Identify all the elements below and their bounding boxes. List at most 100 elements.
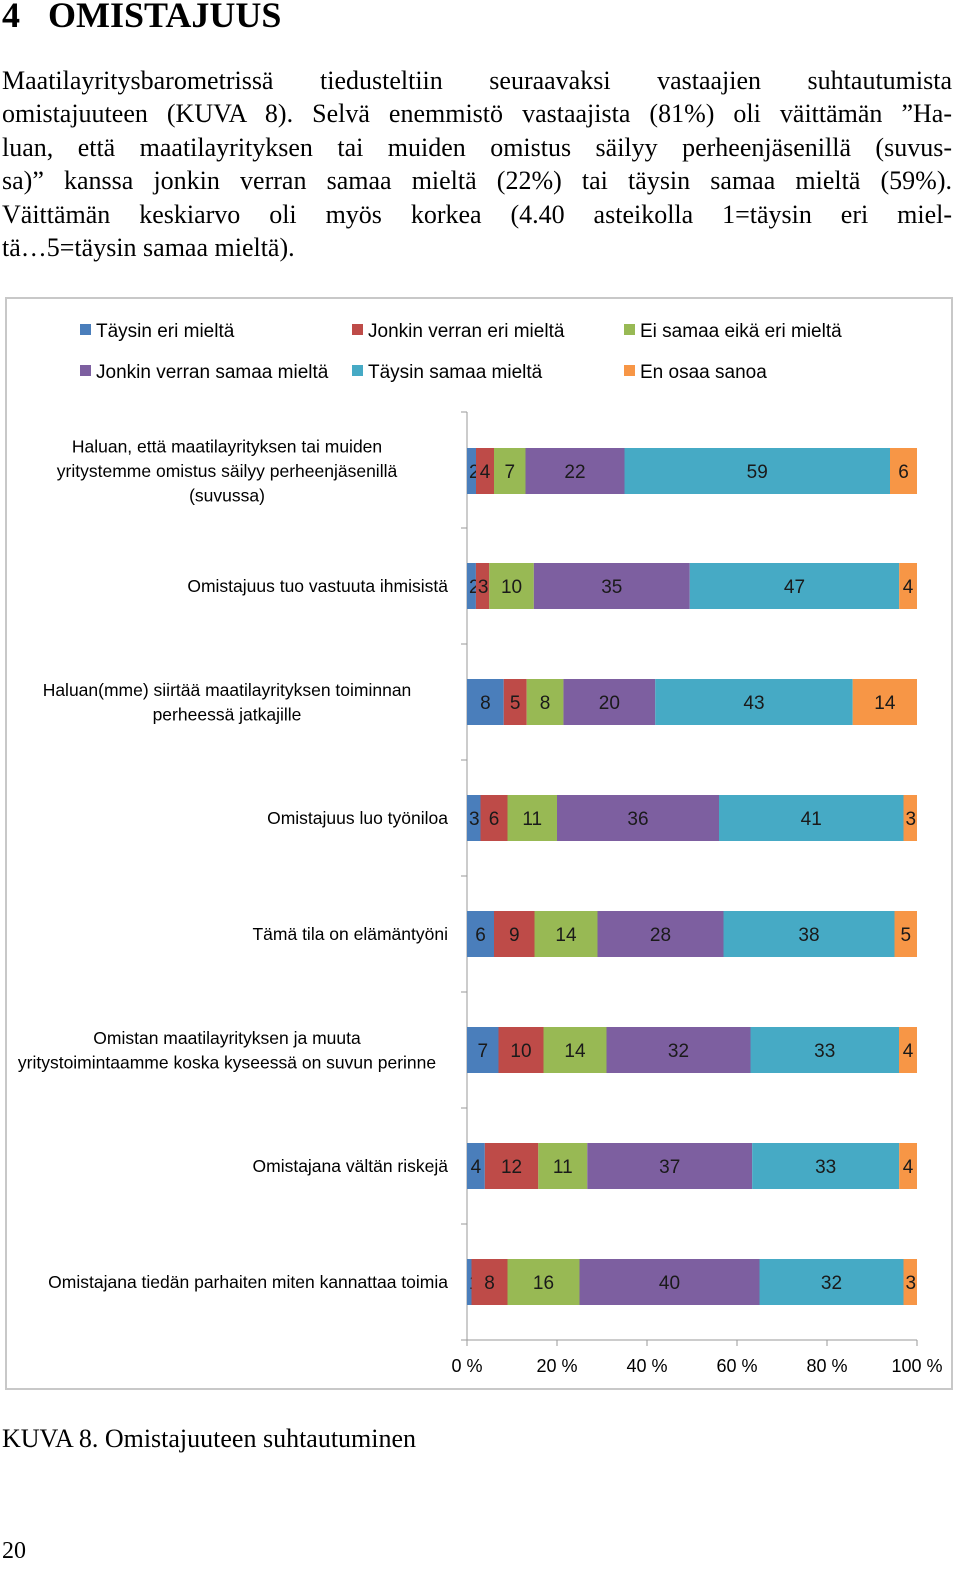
bar-segment [467, 448, 476, 494]
bar-segment [750, 1027, 899, 1073]
paragraph-line: luan, että maatilayrityksen tai muiden o… [2, 132, 952, 162]
legend-swatch [80, 365, 91, 376]
data-label: 9 [509, 925, 520, 946]
figure-caption: KUVA 8. Omistajuuteen suhtautuminen [2, 1424, 417, 1453]
data-label: 4 [480, 462, 491, 483]
bar-segment [655, 679, 853, 725]
bar-segment [852, 679, 917, 725]
data-label: 6 [475, 925, 486, 946]
data-label: 38 [798, 925, 819, 946]
paragraph-line: omistajuuteen (KUVA 8). Selvä enemmistö … [2, 99, 952, 129]
paragraph-line: tä…5=täysin samaa mieltä). [2, 232, 295, 262]
bar-segment [494, 448, 526, 494]
section-title: OMISTAJUUS [48, 0, 282, 35]
data-label: 11 [522, 809, 542, 830]
bar-segment [903, 795, 917, 841]
bar-segment [467, 1143, 485, 1189]
data-label: 2 [469, 577, 480, 598]
page-number: 20 [2, 1538, 26, 1564]
value-axis-tick-label: 80 % [806, 1356, 847, 1376]
legend-swatch [624, 365, 635, 376]
bar-segment [471, 1259, 508, 1305]
value-axis-tick-label: 0 % [451, 1356, 482, 1376]
category-label: (suvussa) [189, 486, 265, 506]
data-label: 43 [743, 693, 764, 714]
bar-segment [480, 795, 508, 841]
bar-segment [899, 563, 917, 609]
bar-segment [475, 563, 490, 609]
bar-segment [489, 563, 534, 609]
bar-segment [467, 911, 494, 957]
data-label: 4 [903, 1041, 914, 1062]
category-label: yritystemme omistus säilyy perheenjäseni… [57, 461, 398, 481]
data-label: 10 [510, 1041, 531, 1062]
data-label: 33 [815, 1157, 836, 1178]
data-label: 59 [747, 462, 768, 483]
bar-segment [467, 795, 481, 841]
legend-label: Täysin eri mieltä [96, 321, 235, 342]
bar-segment [467, 1027, 499, 1073]
data-label: 47 [784, 577, 805, 598]
bar-segment [494, 911, 535, 957]
bar-segment [498, 1027, 544, 1073]
category-label: yritystoimintaamme koska kyseessä on suv… [18, 1052, 436, 1072]
data-label: 14 [564, 1041, 586, 1062]
data-label: 14 [874, 693, 896, 714]
data-label: 33 [814, 1041, 835, 1062]
category-label: Tämä tila on elämäntyöni [252, 924, 448, 944]
category-label: Omistan maatilayrityksen ja muuta [93, 1028, 361, 1048]
body-paragraph: Maatilayritysbarometrissä tiedusteltiin … [2, 64, 952, 264]
data-label: 10 [501, 577, 522, 598]
section-number: 4 [2, 0, 20, 35]
data-label: 32 [821, 1273, 842, 1294]
data-label: 20 [599, 693, 620, 714]
data-label: 8 [480, 693, 491, 714]
data-label: 2 [469, 462, 480, 483]
value-axis-tick-label: 100 % [891, 1356, 942, 1376]
legend-label: Jonkin verran samaa mieltä [96, 362, 329, 383]
data-label: 8 [540, 693, 551, 714]
value-axis-tick-label: 40 % [626, 1356, 667, 1376]
data-label: 7 [504, 462, 515, 483]
bar-segment [899, 1027, 917, 1073]
bar-segment [903, 1259, 917, 1305]
bar-segment [597, 911, 724, 957]
bar-segment [467, 1259, 472, 1305]
bar-segment [723, 911, 895, 957]
data-label: 6 [489, 809, 500, 830]
data-label: 32 [668, 1041, 689, 1062]
bar-segment [534, 911, 598, 957]
data-label: 41 [801, 809, 822, 830]
value-axis-tick-label: 60 % [716, 1356, 757, 1376]
data-label: 4 [903, 1157, 914, 1178]
bar-segment [538, 1143, 588, 1189]
bar-segment [606, 1027, 751, 1073]
bar-segment [476, 448, 494, 494]
legend-swatch [352, 324, 363, 335]
legend-swatch [624, 324, 635, 335]
legend-label: Jonkin verran eri mieltä [368, 321, 565, 342]
category-label: perheessä jatkajille [153, 704, 302, 724]
bar-segment [624, 448, 890, 494]
data-label: 40 [659, 1273, 680, 1294]
paragraph-line: sa)” kanssa jonkin verran samaa mieltä (… [2, 166, 952, 196]
bar-segment [543, 1027, 607, 1073]
legend-label: Ei samaa eikä eri mieltä [640, 321, 842, 342]
bar-segment [467, 563, 476, 609]
value-axis-tick-label: 20 % [536, 1356, 577, 1376]
data-label: 22 [564, 462, 585, 483]
bar-segment [557, 795, 719, 841]
data-label: 4 [471, 1157, 482, 1178]
data-label: 37 [659, 1157, 680, 1178]
bar-segment [689, 563, 900, 609]
data-label: 16 [533, 1273, 554, 1294]
section-heading: 4 OMISTAJUUS [2, 0, 281, 36]
bar-segment [484, 1143, 539, 1189]
data-label: 28 [650, 925, 671, 946]
category-label: Omistajuus tuo vastuuta ihmisistä [187, 576, 448, 596]
data-label: 3 [906, 809, 917, 830]
data-label: 12 [501, 1157, 522, 1178]
bar-segment [507, 795, 557, 841]
paragraph-line: Väittämän keskiarvo oli myös korkea (4.4… [2, 199, 952, 229]
